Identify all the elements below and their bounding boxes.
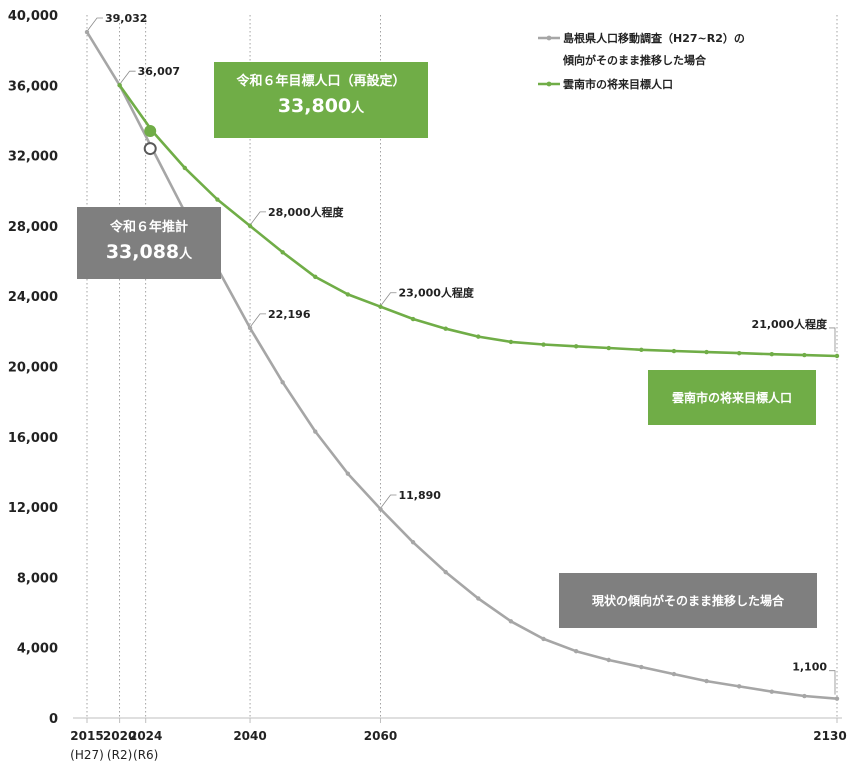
y-tick-label: 36,000 [8, 79, 58, 94]
data-label: 36,007 [138, 65, 180, 78]
trend-series-point [378, 507, 382, 511]
data-label: 28,000人程度 [268, 205, 344, 219]
target-population-box: 令和６年目標人口（再設定） 33,800人 [214, 62, 428, 138]
trend-series-point [280, 380, 284, 384]
data-label: 1,100 [792, 661, 827, 674]
y-tick-label: 16,000 [8, 431, 58, 446]
target-series-point [737, 351, 741, 355]
target-box-title: 令和６年目標人口（再設定） [214, 70, 428, 89]
legend: 島根県人口移動調査（H27~R2）の傾向がそのまま推移した場合雲南市の将来目標人… [538, 31, 745, 91]
trend-series-point [443, 570, 447, 574]
trend-series-point [411, 540, 415, 544]
target-series-point [770, 352, 774, 356]
estimate-population-box: 令和６年推計 33,088人 [77, 207, 221, 279]
data-label: 39,032 [105, 12, 147, 25]
data-label-leader [121, 71, 136, 83]
estimate-box-value-line: 33,088人 [77, 241, 221, 263]
data-label-leader [88, 18, 103, 30]
data-label-leader [829, 671, 835, 695]
target-series-point [802, 353, 806, 357]
data-label: 22,196 [268, 308, 311, 321]
x-tick-label: 2060 [364, 729, 397, 743]
y-axis-labels: 0 4,000 8,000 12,000 16,000 20,000 24,000 28,00… [8, 9, 58, 727]
trend-series-point [541, 637, 545, 641]
trend-series-point [607, 658, 611, 662]
target-series-point [280, 250, 284, 254]
data-label: 21,000人程度 [752, 317, 828, 331]
target-series-point [248, 224, 252, 228]
target-series-point [835, 354, 839, 358]
target-series-point [607, 346, 611, 350]
estimate-box-unit: 人 [179, 247, 192, 262]
estimate-2024-marker [145, 143, 156, 154]
estimate-box-title: 令和６年推計 [77, 216, 221, 235]
target-series-point [346, 292, 350, 296]
trend-series-point [672, 672, 676, 676]
y-tick-label: 24,000 [8, 290, 58, 305]
trend-series-point [85, 30, 89, 34]
trend-series-point [346, 472, 350, 476]
green-series-tag: 雲南市の将来目標人口 [648, 370, 816, 425]
target-series-point [378, 305, 382, 309]
data-label-leader [381, 293, 396, 305]
target-2024-marker [145, 125, 156, 136]
target-series-point [476, 334, 480, 338]
trend-series-point [574, 649, 578, 653]
data-label-leader [381, 495, 396, 507]
target-series-point [443, 327, 447, 331]
x-tick-label: 2040 [233, 729, 266, 743]
target-series-point [704, 350, 708, 354]
x-tick-sublabel: (R6) [133, 748, 158, 762]
target-series-point [672, 349, 676, 353]
data-label: 23,000人程度 [398, 286, 474, 300]
target-box-value-line: 33,800人 [214, 95, 428, 117]
y-tick-label: 4,000 [17, 642, 58, 657]
trend-series-point [639, 665, 643, 669]
target-series-point [411, 317, 415, 321]
target-series-point [574, 344, 578, 348]
y-tick-label: 20,000 [8, 361, 58, 376]
data-label: 11,890 [398, 489, 441, 502]
target-series-point [183, 166, 187, 170]
trend-series-point [770, 689, 774, 693]
gray-series-tag: 現状の傾向がそのまま推移した場合 [559, 573, 817, 628]
trend-series-point [248, 326, 252, 330]
y-tick-label: 40,000 [8, 9, 58, 24]
y-tick-label: 28,000 [8, 220, 58, 235]
x-tick-sublabel: (H27) [70, 748, 104, 762]
target-series-point [541, 342, 545, 346]
legend-entry-text: 雲南市の将来目標人口 [563, 77, 673, 91]
trend-series-point [313, 429, 317, 433]
target-series-point [313, 275, 317, 279]
target-box-unit: 人 [351, 101, 364, 116]
legend-entry-text: 島根県人口移動調査（H27~R2）の [563, 31, 745, 45]
trend-series-point [476, 596, 480, 600]
x-tick-label: 2130 [813, 729, 846, 743]
trend-series-point [737, 684, 741, 688]
trend-series-point [704, 679, 708, 683]
x-tick-label: 2015 [70, 729, 103, 743]
data-label-leader [829, 328, 835, 352]
legend-swatch-point [547, 36, 552, 41]
y-tick-label: 12,000 [8, 501, 58, 516]
trend-series-point [509, 619, 513, 623]
estimate-box-value: 33,088 [106, 241, 179, 263]
x-tick-sublabel: (R2) [107, 748, 132, 762]
x-tick-label: 2024 [129, 729, 162, 743]
data-label-leader [251, 212, 266, 224]
y-tick-label: 32,000 [8, 150, 58, 165]
legend-swatch-point [547, 82, 552, 87]
trend-series-point [802, 694, 806, 698]
data-label-leader [251, 314, 266, 326]
y-tick-label: 8,000 [17, 571, 58, 586]
target-series-point [215, 197, 219, 201]
target-box-value: 33,800 [278, 95, 351, 117]
y-tick-label: 0 [49, 712, 58, 727]
trend-series-point [835, 696, 839, 700]
target-series-point [639, 348, 643, 352]
legend-entry-text: 傾向がそのまま推移した場合 [562, 53, 707, 67]
target-series-point [117, 83, 121, 87]
target-series-point [509, 340, 513, 344]
